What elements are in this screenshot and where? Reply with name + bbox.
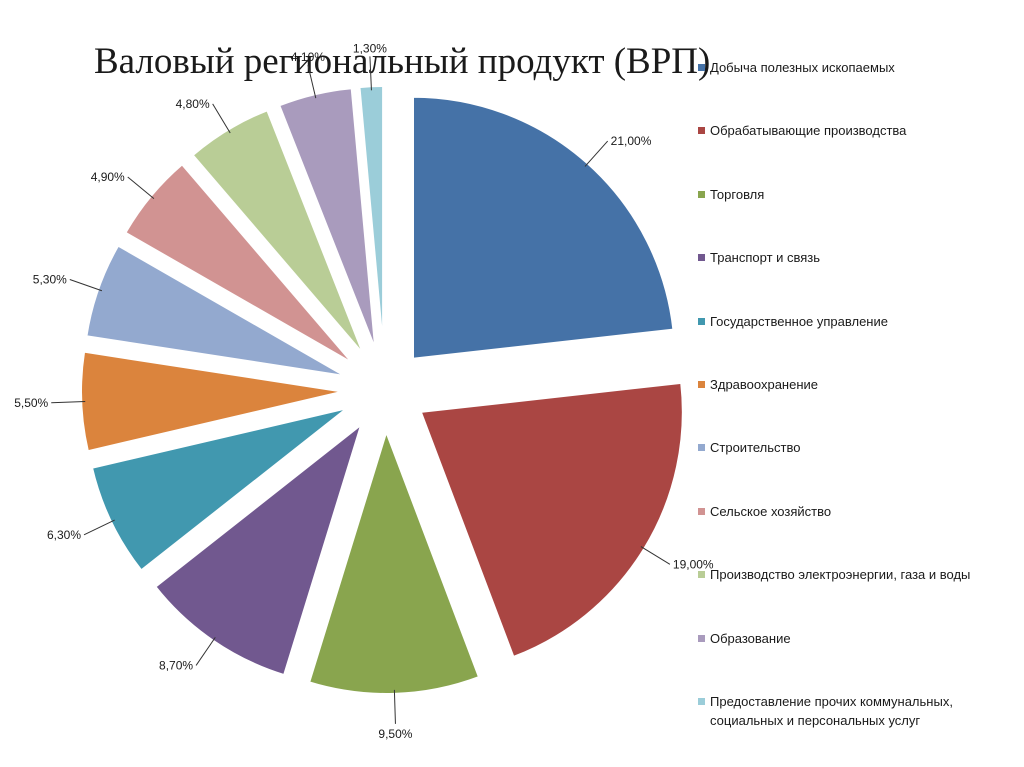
legend-item: Транспорт и связь — [698, 248, 998, 267]
legend-label: Здравоохранение — [710, 377, 819, 392]
legend-label: Обрабатывающие производства — [710, 123, 907, 139]
legend-item: Добыча полезных ископаемых — [698, 58, 998, 77]
legend-item: Строительство — [698, 438, 998, 457]
legend-swatch — [698, 64, 705, 71]
data-label: 9,50% — [378, 727, 412, 741]
legend-item: Производство электроэнергии, газа и воды — [698, 565, 998, 584]
legend-swatch — [698, 698, 705, 705]
legend-item: Обрабатывающие производства — [698, 121, 998, 140]
leader-line — [307, 64, 317, 99]
legend-label: Образование — [710, 630, 791, 646]
legend-item: Образование — [698, 629, 998, 648]
legend-swatch — [698, 254, 705, 262]
legend-swatch — [698, 190, 705, 198]
legend-label: Строительство — [710, 440, 801, 456]
legend-swatch — [698, 381, 705, 388]
legend-swatch — [698, 634, 705, 642]
legend-label: Государственное управление — [710, 313, 888, 329]
leader-line — [127, 176, 155, 200]
legend-label: Производство электроэнергии, газа и воды — [710, 567, 971, 583]
data-label: 6,30% — [47, 528, 81, 542]
leader-line — [51, 400, 86, 404]
leader-line — [212, 103, 231, 134]
legend-label: Сельское хозяйство — [710, 503, 832, 519]
data-label: 4,90% — [91, 170, 125, 184]
data-label: 8,70% — [159, 658, 193, 672]
data-label: 21,00% — [611, 134, 652, 148]
legend-item: Торговля — [698, 185, 998, 204]
data-label: 19,00% — [673, 557, 714, 571]
legend-label: Предоставление прочих коммунальных, соци… — [710, 694, 953, 728]
leader-line — [584, 140, 609, 167]
legend-label: Торговля — [710, 186, 765, 202]
leader-line — [640, 546, 671, 565]
leader-line — [393, 689, 396, 724]
legend-swatch — [698, 507, 705, 515]
legend-item: Предоставление прочих коммунальных, соци… — [698, 692, 998, 730]
data-label: 4,80% — [176, 97, 210, 111]
legend-swatch — [698, 444, 705, 452]
data-label: 5,50% — [14, 396, 48, 410]
leader-line — [195, 637, 216, 666]
legend-item: Государственное управление — [698, 312, 998, 331]
legend-swatch — [698, 317, 705, 325]
data-label: 4,10% — [291, 50, 325, 64]
leader-line — [69, 279, 103, 292]
legend-item: Здравоохранение — [698, 375, 998, 394]
pie-slice — [419, 381, 684, 659]
data-label: 5,30% — [33, 273, 67, 287]
legend-swatch — [698, 127, 705, 135]
legend-label: Добыча полезных ископаемых — [710, 60, 895, 75]
legend-item: Сельское хозяйство — [698, 502, 998, 521]
legend-label: Транспорт и связь — [710, 250, 821, 266]
leader-line — [369, 56, 372, 91]
chart-title: Валовый региональный продукт (ВРП) — [94, 41, 711, 82]
leader-line — [83, 519, 115, 536]
legend-swatch — [698, 571, 705, 579]
data-label: 1,30% — [353, 41, 387, 55]
